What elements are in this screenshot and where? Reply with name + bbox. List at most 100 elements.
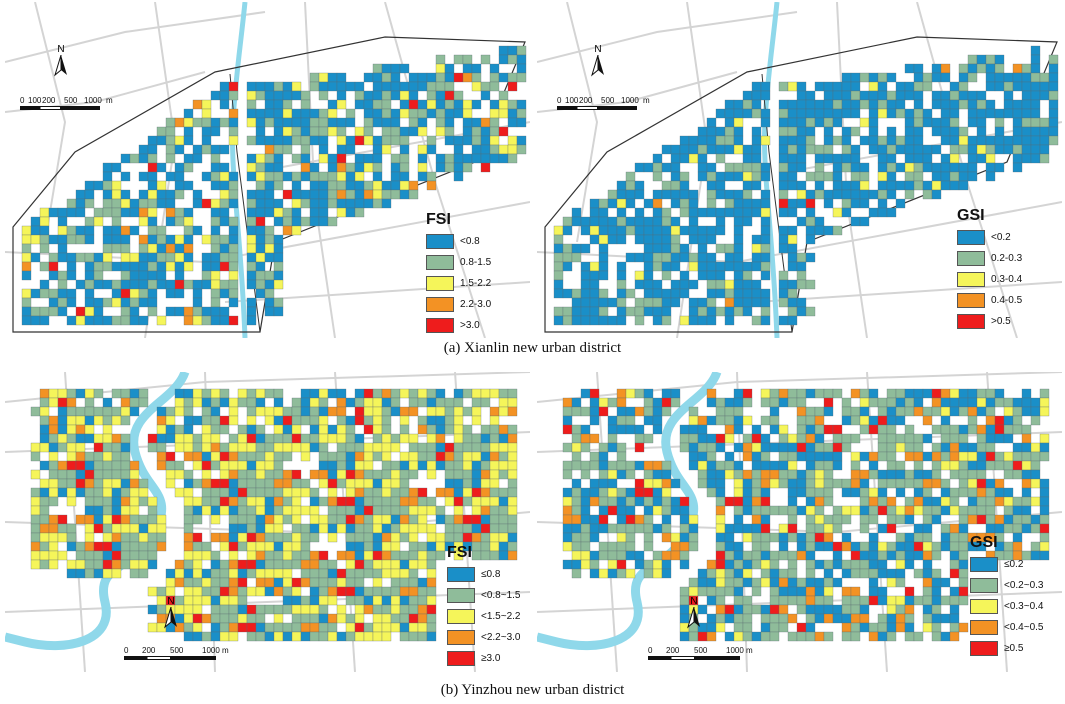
grid-cell [282,433,293,444]
grid-cell [471,99,482,110]
grid-cell [426,72,437,83]
grid-cell [805,90,816,101]
grid-cell [607,216,618,227]
grid-cell [489,108,500,119]
grid-cell [688,306,699,317]
grid-cell [958,568,969,579]
grid-cell [282,586,293,597]
legend-swatch [426,318,454,333]
scale-bar-b1: 0 200 500 1000 m [124,646,229,660]
grid-cell [390,496,401,507]
grid-cell [994,144,1005,155]
grid-cell [282,126,293,137]
grid-cell [228,469,239,480]
grid-cell [724,586,735,597]
grid-cell [1012,406,1023,417]
grid-cell [652,424,663,435]
grid-cell [48,451,59,462]
grid-cell [868,595,879,606]
grid-cell [138,568,149,579]
grid-cell [589,216,600,227]
grid-cell [255,613,266,624]
grid-cell [814,604,825,615]
grid-cell [219,577,230,588]
grid-cell [138,279,149,290]
grid-cell [787,135,798,146]
grid-cell [336,460,347,471]
grid-cell [625,523,636,534]
grid-cell [904,117,915,128]
grid-cell [940,162,951,173]
grid-cell [634,315,645,326]
grid-cell [30,550,41,561]
grid-cell [877,442,888,453]
grid-cell [823,532,834,543]
grid-cell [787,225,798,236]
grid-cell [39,550,50,561]
grid-cell [625,406,636,417]
grid-cell [607,478,618,489]
grid-cell [967,406,978,417]
grid-cell [201,496,212,507]
grid-cell [354,171,365,182]
grid-cell [607,505,618,516]
grid-cell [814,514,825,525]
grid-cell [102,424,113,435]
grid-cell [724,424,735,435]
grid-cell [228,198,239,209]
grid-cell [399,604,410,615]
grid-cell [363,406,374,417]
grid-cell [255,487,266,498]
grid-cell [931,171,942,182]
grid-cell [507,514,518,525]
grid-cell [273,198,284,209]
grid-cell [805,478,816,489]
grid-cell [255,388,266,399]
grid-cell [931,162,942,173]
grid-cell [652,171,663,182]
grid-cell [940,90,951,101]
grid-cell [859,90,870,101]
grid-cell [237,613,248,624]
grid-cell [850,433,861,444]
grid-cell [498,108,509,119]
grid-cell [850,81,861,92]
grid-cell [183,541,194,552]
grid-cell [336,586,347,597]
grid-cell [408,460,419,471]
grid-cell [66,234,77,245]
grid-cell [282,496,293,507]
grid-cell [327,586,338,597]
grid-cell [444,162,455,173]
grid-cell [93,523,104,534]
grid-cell [724,297,735,308]
grid-cell [129,496,140,507]
grid-cell [994,397,1005,408]
grid-cell [1030,397,1041,408]
grid-cell [210,487,221,498]
grid-cell [679,153,690,164]
grid-cell [210,451,221,462]
grid-cell [760,541,771,552]
grid-cell [1039,442,1050,453]
grid-cell [300,532,311,543]
grid-cell [1021,505,1032,516]
grid-cell [336,162,347,173]
grid-cell [102,514,113,525]
grid-cell [165,198,176,209]
grid-cell [102,180,113,191]
grid-cell [408,487,419,498]
grid-cell [309,568,320,579]
grid-cell [120,198,131,209]
grid-cell [1030,135,1041,146]
grid-cell [706,388,717,399]
grid-cell [408,586,419,597]
grid-cell [75,487,86,498]
grid-cell [471,117,482,128]
grid-cell [327,81,338,92]
grid-cell [589,559,600,570]
grid-cell [309,523,320,534]
grid-cell [922,541,933,552]
grid-cell [1039,523,1050,534]
grid-cell [715,171,726,182]
